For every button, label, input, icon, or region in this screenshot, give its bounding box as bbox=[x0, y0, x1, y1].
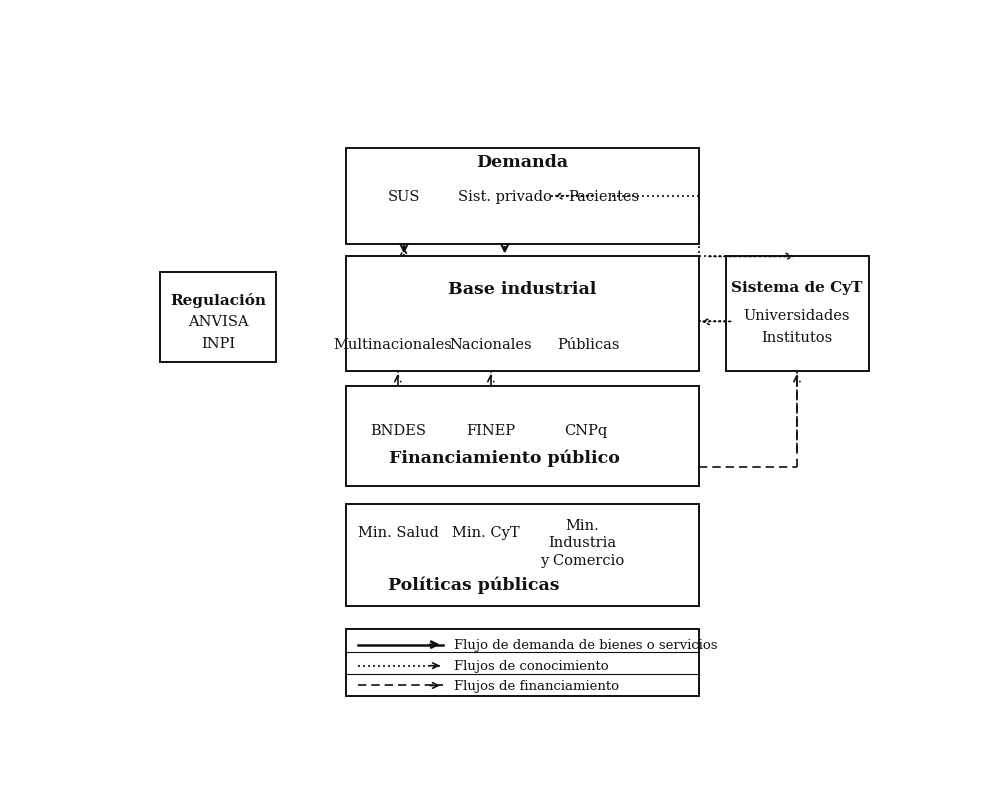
Text: Universidades: Universidades bbox=[744, 309, 850, 323]
Text: Regulación: Regulación bbox=[170, 293, 266, 308]
Text: FINEP: FINEP bbox=[466, 423, 515, 438]
Text: Sistema de CyT: Sistema de CyT bbox=[731, 281, 863, 295]
Text: Flujos de financiamiento: Flujos de financiamiento bbox=[454, 679, 619, 692]
Bar bbox=[346, 257, 698, 372]
Text: Pacientes: Pacientes bbox=[568, 190, 640, 203]
Text: SUS: SUS bbox=[388, 190, 420, 203]
Bar bbox=[346, 387, 698, 486]
Text: Flujos de conocimiento: Flujos de conocimiento bbox=[454, 659, 609, 672]
Text: Sist. privado: Sist. privado bbox=[458, 190, 552, 203]
Bar bbox=[726, 257, 869, 372]
Text: Públicas: Públicas bbox=[557, 338, 620, 352]
Text: INPI: INPI bbox=[201, 336, 235, 351]
Bar bbox=[346, 630, 698, 696]
Text: Políticas públicas: Políticas públicas bbox=[388, 576, 560, 593]
Text: ANVISA: ANVISA bbox=[188, 315, 248, 329]
Text: Min. CyT: Min. CyT bbox=[452, 525, 519, 540]
Text: Demanda: Demanda bbox=[476, 154, 568, 171]
Text: Nacionales: Nacionales bbox=[449, 338, 532, 352]
Text: Base industrial: Base industrial bbox=[448, 281, 596, 298]
Text: BNDES: BNDES bbox=[370, 423, 426, 438]
Bar bbox=[160, 272, 276, 362]
Text: Min. Salud: Min. Salud bbox=[358, 525, 439, 540]
Text: Min.
Industria
y Comercio: Min. Industria y Comercio bbox=[540, 519, 624, 567]
Text: Flujo de demanda de bienes o servicios: Flujo de demanda de bienes o servicios bbox=[454, 638, 718, 651]
Bar bbox=[346, 504, 698, 606]
Text: CNPq: CNPq bbox=[564, 423, 607, 438]
Text: Multinacionales: Multinacionales bbox=[333, 338, 452, 352]
Text: Financiamiento público: Financiamiento público bbox=[389, 450, 620, 467]
Bar bbox=[346, 149, 698, 245]
Text: Institutos: Institutos bbox=[761, 331, 833, 344]
